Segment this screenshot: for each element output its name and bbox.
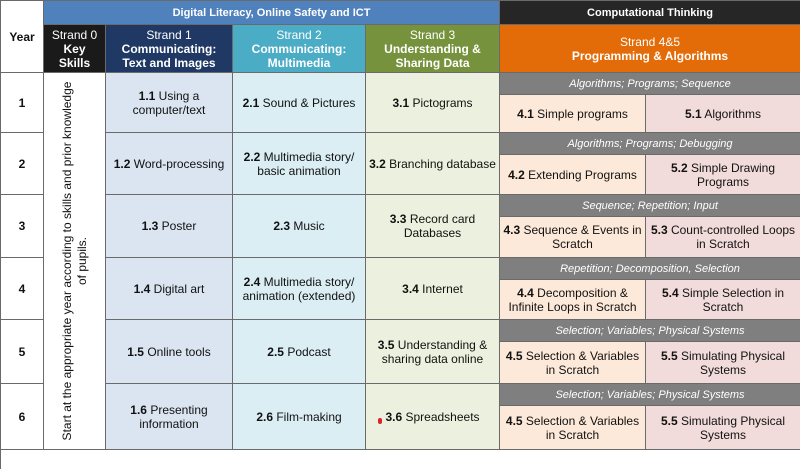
strand-1-header: Strand 1 Communicating: Text and Images (106, 25, 233, 73)
strand-3-name-line1: Understanding & (384, 41, 481, 56)
unit-text: 3.2 Branching database (369, 156, 496, 171)
computational-thinking-header: Computational Thinking (500, 1, 800, 25)
year-label: 1 (1, 73, 44, 133)
strand-0-instructions: Start at the appropriate year according … (44, 73, 106, 450)
unit-cell: 2.6 Film-making (233, 384, 366, 450)
unit-text: 5.4 Simple Selection in Scratch (661, 285, 785, 314)
topics-banner: Sequence; Repetition; Input (500, 195, 800, 217)
strand-0-name-line1: Key (63, 41, 86, 56)
year-header: Year (1, 1, 44, 73)
unit-text: 1.2 Word-processing (113, 156, 225, 171)
strand-2-name-line2: Multimedia (267, 55, 331, 70)
unit-text: 1.4 Digital art (133, 281, 205, 296)
unit-cell: 5.4 Simple Selection in Scratch (646, 280, 800, 320)
unit-cell: 3.4 Internet (366, 258, 500, 320)
unit-text: 4.2 Extending Programs (508, 167, 637, 182)
unit-cell: 2.3 Music (233, 195, 366, 258)
unit-text: 2.5 Podcast (267, 344, 331, 359)
strand-1-name-line2: Text and Images (122, 55, 216, 70)
unit-text: 2.3 Music (273, 219, 325, 233)
unit-text: 2.6 Film-making (256, 409, 342, 424)
unit-text: 4.1 Simple programs (517, 106, 628, 121)
year-label: 6 (1, 384, 44, 450)
strand-4-5-number: Strand 4&5 (619, 34, 681, 49)
unit-cell: 2.5 Podcast (233, 320, 366, 384)
unit-text: 4.5 Selection & Variables in Scratch (505, 348, 640, 377)
unit-text: 5.2 Simple Drawing Programs (670, 160, 776, 189)
unit-text: 5.1 Algorithms (684, 106, 762, 121)
strand-3-number: Strand 3 (409, 27, 456, 42)
strand-3-name-line2: Sharing Data (395, 55, 470, 70)
topics-banner: Algorithms; Programs; Sequence (500, 73, 800, 95)
unit-cell: 5.2 Simple Drawing Programs (646, 155, 800, 195)
strand-0-instructions-text: Start at the appropriate year according … (59, 81, 89, 441)
topics-banner: Algorithms; Programs; Debugging (500, 133, 800, 155)
digital-literacy-header: Digital Literacy, Online Safety and ICT (44, 1, 500, 25)
unit-cell: 1.2 Word-processing (106, 133, 233, 195)
strand-2-header: Strand 2 Communicating: Multimedia (233, 25, 366, 73)
unit-cell: 1.1 Using a computer/text (106, 73, 233, 133)
topics-banner: Repetition; Decomposition, Selection (500, 258, 800, 280)
unit-cell: 2.1 Sound & Pictures (233, 73, 366, 133)
unit-cell: 4.5 Selection & Variables in Scratch (500, 406, 646, 450)
strand-2-name-line1: Communicating: (251, 41, 347, 56)
unit-text: 2.2 Multimedia story/ basic animation (243, 149, 355, 178)
unit-cell: 4.4 Decomposition & Infinite Loops in Sc… (500, 280, 646, 320)
strand-4-5-header: Strand 4&5 Programming & Algorithms (500, 25, 800, 73)
unit-cell: 3.6 Spreadsheets (366, 384, 500, 450)
strand-2-number: Strand 2 (276, 27, 322, 42)
unit-cell: 4.1 Simple programs (500, 95, 646, 133)
unit-cell: 1.3 Poster (106, 195, 233, 258)
unit-cell: 4.2 Extending Programs (500, 155, 646, 195)
unit-cell: 1.6 Presenting information (106, 384, 233, 450)
year-label: 2 (1, 133, 44, 195)
unit-cell: 3.1 Pictograms (366, 73, 500, 133)
strand-1-number: Strand 1 (146, 27, 192, 42)
unit-text: 1.6 Presenting information (130, 402, 208, 431)
unit-text: 4.5 Selection & Variables in Scratch (505, 413, 640, 442)
unit-text: 5.3 Count-controlled Loops in Scratch (650, 223, 796, 251)
strand-3-header: Strand 3 Understanding & Sharing Data (366, 25, 500, 73)
unit-text: 4.3 Sequence & Events in Scratch (503, 223, 642, 251)
strand-1-name-line1: Communicating: (121, 41, 217, 56)
unit-cell: 2.4 Multimedia story/ animation (extende… (233, 258, 366, 320)
unit-cell: 4.3 Sequence & Events in Scratch (500, 217, 646, 258)
unit-cell: 3.2 Branching database (366, 133, 500, 195)
unit-cell: 3.5 Understanding & sharing data online (366, 320, 500, 384)
unit-cell: 4.5 Selection & Variables in Scratch (500, 342, 646, 384)
unit-text: 3.6 Spreadsheets (385, 409, 480, 424)
unit-cell: 5.5 Simulating Physical Systems (646, 342, 800, 384)
unit-cell: 1.5 Online tools (106, 320, 233, 384)
strand-0-number: Strand 0 (51, 27, 98, 42)
topics-banner: Selection; Variables; Physical Systems (500, 320, 800, 342)
strand-0-name-line2: Skills (58, 55, 91, 70)
unit-cell: 5.5 Simulating Physical Systems (646, 406, 800, 450)
unit-cell: 3.3 Record card Databases (366, 195, 500, 258)
unit-text: 2.4 Multimedia story/ animation (extende… (242, 274, 356, 303)
unit-text: 3.4 Internet (402, 281, 463, 296)
year-label: 4 (1, 258, 44, 320)
unit-text: 3.1 Pictograms (392, 95, 473, 110)
red-marker (378, 418, 382, 424)
unit-text: 3.3 Record card Databases (389, 212, 476, 240)
unit-text: 1.3 Poster (141, 219, 197, 233)
unit-text: 1.5 Online tools (127, 344, 211, 359)
unit-cell: 5.3 Count-controlled Loops in Scratch (646, 217, 800, 258)
unit-text: 1.1 Using a computer/text (132, 88, 206, 117)
unit-text: 2.1 Sound & Pictures (242, 95, 356, 110)
unit-cell: 1.4 Digital art (106, 258, 233, 320)
unit-cell: 5.1 Algorithms (646, 95, 800, 133)
strand-4-5-name: Programming & Algorithms (571, 48, 729, 63)
topics-banner: Selection; Variables; Physical Systems (500, 384, 800, 406)
unit-text: 4.4 Decomposition & Infinite Loops in Sc… (508, 285, 637, 314)
unit-text: 5.5 Simulating Physical Systems (660, 413, 786, 442)
year-label: 5 (1, 320, 44, 384)
unit-cell: 2.2 Multimedia story/ basic animation (233, 133, 366, 195)
year-label: 3 (1, 195, 44, 258)
unit-text: 3.5 Understanding & sharing data online (377, 337, 488, 366)
strand-0-header: Strand 0 Key Skills (44, 25, 106, 73)
unit-text: 5.5 Simulating Physical Systems (660, 348, 786, 377)
